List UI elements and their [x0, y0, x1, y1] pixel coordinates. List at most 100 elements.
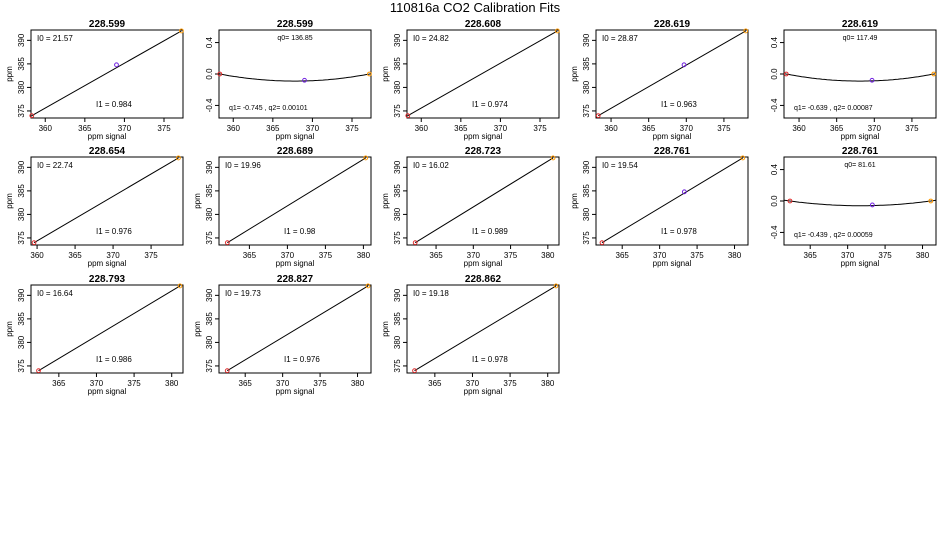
y-axis-label: ppm	[570, 66, 579, 82]
plot-frame	[406, 156, 560, 246]
fit-line	[38, 285, 181, 372]
data-point	[29, 113, 35, 119]
x-tick-label: 370	[90, 379, 104, 388]
x-tick-label: 360	[30, 251, 44, 260]
fit-curve	[783, 73, 937, 82]
plot-frame	[406, 284, 560, 374]
fit-curve	[783, 199, 937, 207]
x-tick-label: 375	[157, 124, 171, 133]
y-tick-label: 385	[582, 184, 591, 198]
x-tick-label: 370	[868, 124, 882, 133]
x-tick-label: 370	[653, 251, 667, 260]
annotation-q0: q0= 136.85	[277, 35, 312, 42]
y-tick-label: 380	[393, 335, 402, 349]
y-tick-label: 390	[205, 288, 214, 302]
y-axis-label: ppm	[193, 321, 202, 337]
x-tick-label: 365	[428, 379, 442, 388]
chart-panel: 228.761 365 370 375 380 ppm signal -0.4 0.0 0.4 q…	[770, 146, 937, 268]
fit-curve	[218, 73, 372, 82]
data-point	[302, 77, 307, 83]
x-tick-label: 370	[680, 124, 694, 133]
chart-title: 228.827	[277, 274, 314, 285]
annotation-slope: I1 = 0.963	[661, 100, 697, 109]
x-tick-label: 380	[357, 251, 371, 260]
x-tick-label: 380	[728, 251, 742, 260]
y-tick-label: 385	[205, 184, 214, 198]
chart-title: 228.599	[89, 19, 126, 30]
fit-line	[414, 285, 557, 372]
y-tick-label: 0.4	[770, 36, 779, 48]
data-point	[224, 368, 230, 374]
y-tick-label: 380	[582, 80, 591, 94]
x-tick-label: 360	[227, 124, 241, 133]
x-tick-label: 365	[243, 251, 257, 260]
y-axis-label: ppm	[5, 321, 14, 337]
x-tick-label: 360	[415, 124, 429, 133]
y-tick-label: 390	[393, 288, 402, 302]
plot-frame	[30, 29, 184, 119]
data-point	[179, 28, 184, 34]
annotation-slope: I1 = 0.986	[96, 355, 132, 364]
annotation-q0: q0= 81.61	[844, 162, 875, 169]
y-axis-label: ppm	[381, 193, 390, 209]
plot-frame	[218, 284, 372, 374]
x-tick-label: 370	[276, 379, 290, 388]
y-axis-label: ppm	[381, 66, 390, 82]
x-tick-label: 375	[319, 251, 333, 260]
y-tick-label: 385	[393, 57, 402, 71]
y-tick-label: 380	[17, 207, 26, 221]
y-axis-label: ppm	[381, 321, 390, 337]
annotation-intercept: I0 = 16.64	[37, 289, 73, 298]
chart-panel: 228.599 360 365 370 375 ppm signal -0.4 0.0 0.4 q…	[205, 19, 372, 141]
y-tick-label: 380	[17, 335, 26, 349]
y-tick-label: 375	[393, 104, 402, 118]
data-point	[367, 71, 372, 77]
fit-line	[31, 30, 182, 117]
y-tick-label: 0.0	[770, 68, 779, 80]
data-point	[31, 240, 37, 246]
data-point	[412, 368, 417, 374]
data-point	[743, 28, 749, 34]
y-tick-label: 375	[582, 104, 591, 118]
data-point	[114, 62, 119, 68]
fit-line	[33, 157, 179, 244]
y-tick-label: 375	[17, 104, 26, 118]
x-tick-label: 375	[690, 251, 704, 260]
y-tick-label: 375	[205, 231, 214, 245]
x-tick-label: 375	[504, 251, 518, 260]
x-tick-label: 370	[306, 124, 320, 133]
chart-title: 228.619	[842, 19, 879, 30]
y-tick-label: 375	[205, 359, 214, 373]
chart-title: 228.689	[277, 146, 314, 157]
chart-panel: 228.599 360 365 370 375 ppm signal 375 380 385 39…	[5, 19, 184, 141]
x-tick-label: 380	[916, 251, 930, 260]
chart-title: 228.761	[654, 146, 691, 157]
y-tick-label: 385	[17, 184, 26, 198]
y-tick-label: 390	[393, 160, 402, 174]
x-axis-label: ppm signal	[464, 132, 503, 141]
y-tick-label: -0.4	[770, 98, 779, 112]
x-axis-label: ppm signal	[841, 259, 880, 268]
data-point	[553, 283, 559, 289]
data-point	[681, 62, 687, 68]
x-tick-label: 375	[717, 124, 731, 133]
chart-title: 228.793	[89, 274, 126, 285]
annotation-slope: I1 = 0.978	[472, 355, 508, 364]
chart-panel: 228.689 365 370 375 380 ppm signal 375 380 385 39…	[193, 146, 372, 268]
y-tick-label: 390	[205, 160, 214, 174]
annotation-intercept: I0 = 19.96	[225, 161, 261, 170]
fit-line	[414, 157, 554, 244]
y-tick-label: -0.4	[205, 98, 214, 112]
y-axis-label: ppm	[570, 193, 579, 209]
x-tick-label: 360	[39, 124, 53, 133]
chart-title: 228.862	[465, 274, 502, 285]
x-tick-label: 375	[503, 379, 517, 388]
annotation-slope: I1 = 0.984	[96, 100, 132, 109]
x-tick-label: 370	[467, 251, 481, 260]
annotation-slope: I1 = 0.989	[472, 227, 508, 236]
data-point	[928, 198, 934, 204]
x-tick-label: 365	[616, 251, 630, 260]
